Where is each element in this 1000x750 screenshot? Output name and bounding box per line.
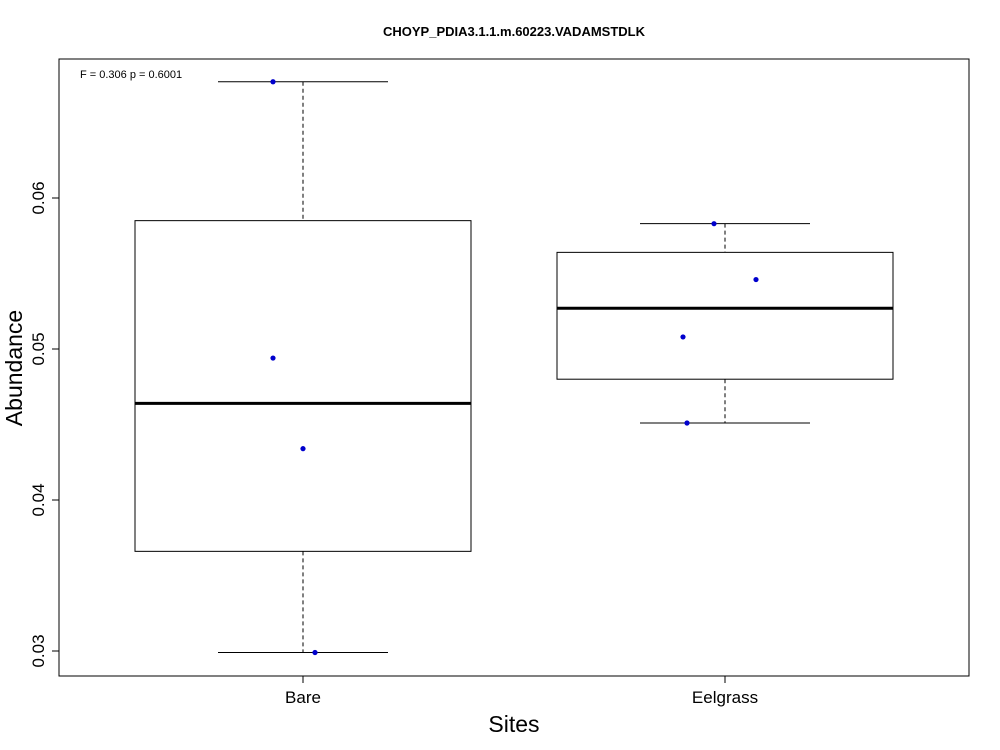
chart-title: CHOYP_PDIA3.1.1.m.60223.VADAMSTDLK	[383, 24, 646, 39]
y-tick-label: 0.04	[29, 483, 48, 516]
data-point	[753, 276, 759, 283]
plot-frame	[58, 58, 970, 677]
data-point	[684, 420, 690, 426]
x-axis: Bare Eelgrass	[285, 675, 758, 707]
data-point	[300, 446, 306, 452]
data-point	[711, 221, 717, 227]
data-point	[680, 334, 686, 340]
box-bare	[134, 81, 472, 654]
x-tick-label: Bare	[285, 688, 321, 707]
data-point	[270, 355, 276, 361]
y-tick-label: 0.05	[29, 332, 48, 365]
data-point	[312, 649, 318, 656]
stats-annotation: F = 0.306 p = 0.6001	[80, 69, 182, 81]
data-point	[270, 79, 276, 85]
y-tick-label: 0.03	[29, 634, 48, 667]
iqr-box	[134, 220, 472, 552]
iqr-box	[556, 251, 894, 380]
y-axis-label: Abundance	[1, 310, 27, 426]
y-axis: 0.03 0.04 0.05 0.06	[29, 181, 60, 668]
x-axis-label: Sites	[488, 711, 539, 737]
y-tick-label: 0.06	[29, 181, 48, 214]
data-points	[270, 79, 759, 656]
boxes	[134, 81, 894, 654]
box-eelgrass	[556, 223, 894, 424]
x-tick-label: Eelgrass	[692, 688, 758, 707]
